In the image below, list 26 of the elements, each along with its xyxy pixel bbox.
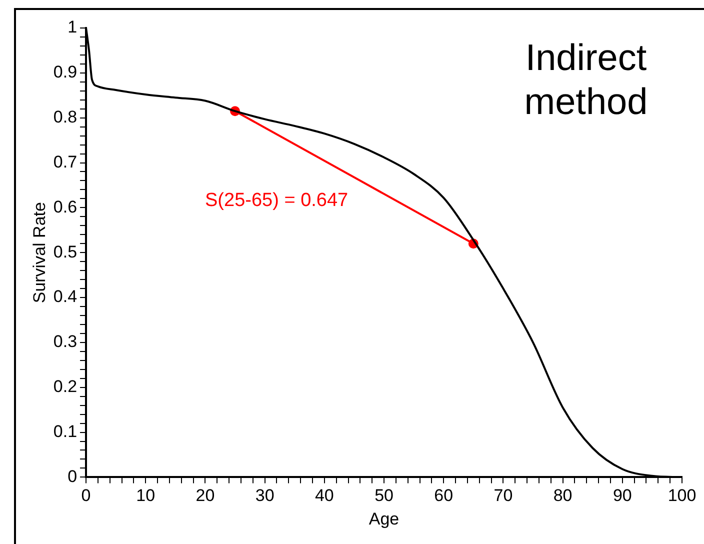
x-tick-label: 30 bbox=[255, 486, 274, 506]
x-tick-label: 50 bbox=[374, 486, 394, 506]
y-tick-label: 0.9 bbox=[53, 62, 78, 82]
x-tick-label: 100 bbox=[668, 486, 696, 506]
y-tick-label: 0.1 bbox=[53, 422, 78, 441]
y-tick-label: 0.3 bbox=[53, 332, 78, 352]
y-tick-label: 0.7 bbox=[53, 152, 78, 172]
x-tick-label: 60 bbox=[434, 486, 454, 506]
y-tick-label: 0.8 bbox=[53, 108, 78, 127]
y-tick-label: 0.2 bbox=[53, 377, 78, 396]
y-tick-label: 0.5 bbox=[53, 242, 78, 262]
y-tick-label: 1 bbox=[68, 18, 78, 37]
x-tick-label: 70 bbox=[494, 486, 513, 506]
y-tick-label: 0 bbox=[68, 466, 78, 486]
x-tick-label: 10 bbox=[136, 486, 156, 506]
y-tick-label: 0.4 bbox=[53, 287, 78, 306]
y-tick-label: 0.6 bbox=[53, 197, 78, 216]
x-axis-title: Age bbox=[368, 509, 400, 528]
y-axis-title: Survival Rate bbox=[30, 202, 49, 304]
x-tick-label: 40 bbox=[314, 486, 334, 506]
annotation: Indirect method bbox=[523, 36, 649, 124]
annotation: S(25-65) = 0.647 bbox=[205, 190, 348, 212]
x-tick-label: 20 bbox=[196, 486, 215, 506]
x-tick-label: 80 bbox=[553, 486, 572, 506]
x-tick-label: 0 bbox=[81, 486, 91, 506]
x-tick-label: 90 bbox=[612, 486, 632, 506]
